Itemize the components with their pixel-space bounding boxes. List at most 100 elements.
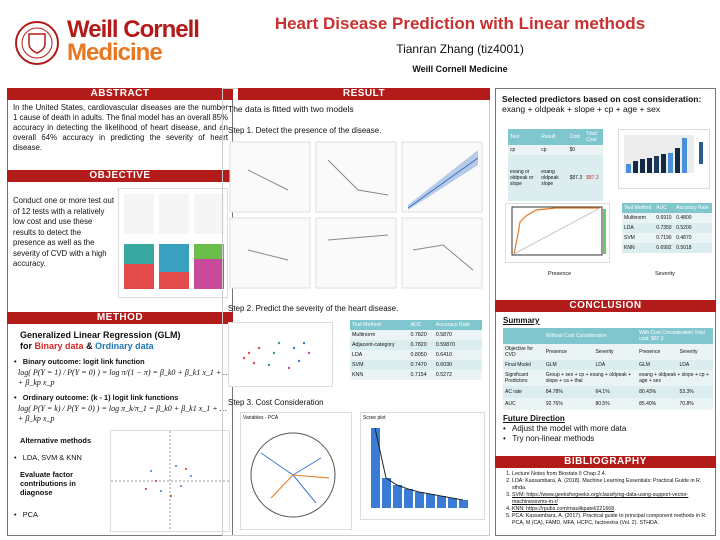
th: Test Method <box>350 320 409 330</box>
result-intro: The data is fitted with two models <box>228 104 354 114</box>
table-row: AC rate 84.78% 64.1% 80.43% 53.3% <box>503 386 713 398</box>
future-item: Adjust the model with more data <box>512 424 627 433</box>
cell: Objective for CVD <box>503 344 544 360</box>
conclusion-body: Summary Without Cost Consideration With C… <box>503 316 713 444</box>
bib-item[interactable]: SVM: https://www.geeksforgeeks.org/class… <box>512 492 712 506</box>
glm-title: Generalized Linear Regression (GLM) for … <box>20 330 181 352</box>
step1-plots <box>228 140 486 290</box>
cell: Presence <box>543 344 594 360</box>
future-item: Try non-linear methods <box>512 434 595 443</box>
author: Tianran Zhang (tiz4001) <box>396 42 524 56</box>
cell: 0.5018 <box>674 243 712 253</box>
binary-formula: log( P(Y = 1) / P(Y = 0) ) = log π/(1 − … <box>18 368 231 387</box>
cell: Multinorm <box>622 213 655 223</box>
cell: 0.7470 <box>408 360 434 370</box>
cell: 0.7190 <box>654 233 675 243</box>
cell: 0.6030 <box>433 360 482 370</box>
step3: Step 3. Cost Consideration <box>228 398 324 407</box>
table-row: KNN 0.6992 0.5018 <box>622 243 712 253</box>
conclusion-header: CONCLUSION <box>495 300 716 312</box>
poster-title: Heart Disease Prediction with Linear met… <box>274 14 646 33</box>
cell: 0.4870 <box>674 233 712 243</box>
th <box>503 328 544 344</box>
cell: 0.5200 <box>674 223 712 233</box>
cell: 0.6910 <box>654 213 675 223</box>
cell: Severity <box>677 344 713 360</box>
alt-methods-text: LDA, SVM & KNN <box>22 453 82 462</box>
cell: 0.5870 <box>433 330 482 340</box>
summary-table: Without Cost Consideration With Cost Cons… <box>503 328 713 410</box>
th: Test Method <box>622 203 655 213</box>
step2-severity-table: Test Method AUC Accuracy Rate Multinorm 0.7… <box>350 320 482 380</box>
cell: LDA <box>350 350 409 360</box>
ordinal-formula: log( P(Y = k) / P(Y = 0) ) = log π_k/π_1… <box>18 404 227 423</box>
bibliography-header: BIBLIOGRAPHY <box>495 456 716 468</box>
cell: Presence <box>637 344 678 360</box>
step2: Step 2. Predict the severity of the hear… <box>228 304 399 313</box>
objective-boxplots <box>118 188 228 298</box>
pca-variables-plot: Variables - PCA <box>240 412 352 530</box>
list-item: • Adjust the model with more data <box>503 424 627 433</box>
cell: exang oldpeak slope <box>539 155 568 201</box>
table-row: AUC 92.76% 80.5% 85.40% 70.8% <box>503 398 713 410</box>
binary-bullet: • Binary outcome: logit link function <box>14 357 145 366</box>
cost-table: Test Result Cost Total Cost cp cp $0 exang or… <box>508 129 603 201</box>
presence-label: Presence <box>548 271 572 277</box>
bib-item: PCA: Kassambara, A. (2017). Practical gu… <box>512 513 712 527</box>
cell: AC rate <box>503 386 544 398</box>
th: Total Cost <box>584 129 603 145</box>
cell: 53.3% <box>677 386 713 398</box>
right-column <box>495 88 716 536</box>
cell: exang + oldpeak + slope + cp + age + sex <box>637 370 713 386</box>
cell: 0.6992 <box>654 243 675 253</box>
cell: AUC <box>503 398 544 410</box>
institution: Weill Cornell Medicine <box>412 64 508 74</box>
table-row: LDA 0.8050 0.6410 <box>350 350 482 360</box>
th: AUC <box>654 203 675 213</box>
cell: Significant Predictors <box>503 370 544 386</box>
result-header: RESULT <box>238 88 490 100</box>
table-row: Final Model GLM LDA GLM LDA <box>503 360 713 370</box>
selected-heading: Selected predictors based on cost consid… <box>502 94 712 114</box>
severity-label: Severity <box>655 271 675 277</box>
glm-title-text: Generalized Linear Regression (GLM) <box>20 330 181 340</box>
step2-scatter <box>228 322 333 387</box>
bib-item[interactable]: KNN: https://rpubs.com/maulikpatel/22166… <box>512 506 712 513</box>
method-header: METHOD <box>7 312 233 324</box>
method-formulas: • Binary outcome: logit link function lo… <box>14 357 231 424</box>
ordinal-bullet: • Ordinary outcome: (k - 1) logit link f… <box>14 393 179 402</box>
cell: 70.8% <box>677 398 713 410</box>
cell: 0.7820 <box>408 330 434 340</box>
cell: 92.76% <box>543 398 594 410</box>
cell: LDA <box>677 360 713 370</box>
amp-text: & <box>86 341 93 351</box>
table-row: Adjacent-category 0.7820 0.59870 <box>350 340 482 350</box>
cell: 80.43% <box>637 386 678 398</box>
cell: GLM <box>543 360 594 370</box>
pca-text: PCA <box>22 510 38 519</box>
bib-item: Lecture Notes from Biostats II Chap 2.4. <box>512 471 712 478</box>
th: Cost <box>567 129 585 145</box>
bib-item: LDA: Kassambara, A. (2018). Machine Lear… <box>512 478 712 492</box>
table-row: Multinorm 0.6910 0.4800 <box>622 213 712 223</box>
cell: SVM <box>622 233 655 243</box>
cell: $87.3 <box>584 155 603 201</box>
cell: Multinorm <box>350 330 409 340</box>
cell: cp <box>508 145 540 155</box>
table-row: Significant Predictors Group + sex + cp +… <box>503 370 713 386</box>
cost-bar-chart <box>618 129 710 189</box>
table-row: SVM 0.7190 0.4870 <box>622 233 712 243</box>
cell: Adjacent-category <box>350 340 409 350</box>
abstract-text: In the United States, cardiovascular dis… <box>13 103 228 152</box>
roc-curve <box>505 203 610 263</box>
cell: LDA <box>593 360 638 370</box>
cell: 0.59870 <box>433 340 482 350</box>
cell: Group + sex + cp + exang + oldpeak + slo… <box>543 370 638 386</box>
th: AUC <box>408 320 434 330</box>
alt-methods-item: • LDA, SVM & KNN <box>14 453 82 462</box>
scree-title: Scree plot <box>363 415 386 421</box>
cell: KNN <box>622 243 655 253</box>
cell: LDA <box>622 223 655 233</box>
alt-methods-title: Alternative methods <box>20 436 92 445</box>
cell: 0.7820 <box>408 340 434 350</box>
